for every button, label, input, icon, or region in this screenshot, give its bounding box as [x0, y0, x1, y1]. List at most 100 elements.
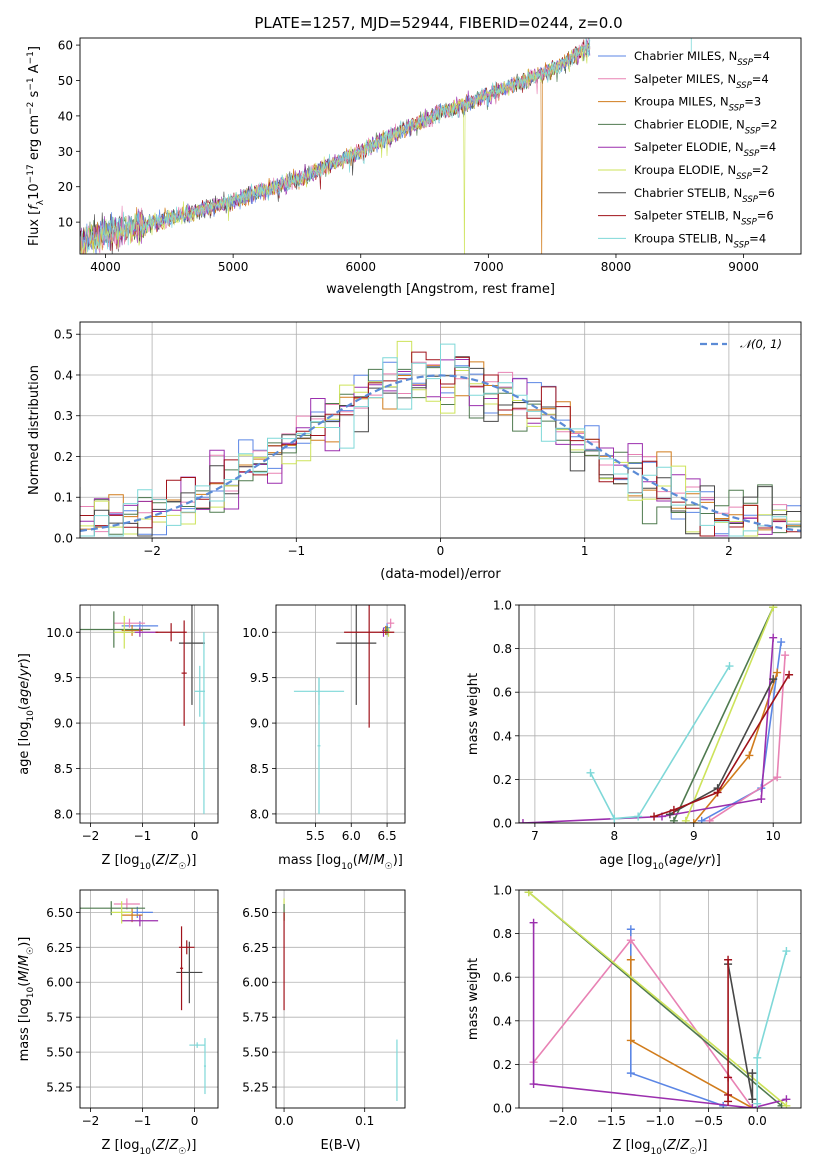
axes-frame-age_vs_mass	[275, 604, 406, 824]
y-tick-label: 0.3	[54, 409, 73, 423]
label-part: mass [log	[278, 853, 341, 868]
legend-sub: SSP	[729, 104, 745, 114]
weight-marker	[769, 633, 778, 642]
y-tick-label: 0.2	[493, 1058, 512, 1072]
y-tick-label: 40	[58, 109, 73, 123]
label-part: /	[17, 676, 32, 681]
y-tick-label: 30	[58, 145, 73, 159]
y-tick-label: 10.0	[46, 626, 73, 640]
weight-marker	[745, 751, 754, 760]
legend-nssp: , N	[726, 186, 742, 200]
label-part: Z [log	[102, 1138, 140, 1153]
legend-eq: =	[752, 72, 762, 86]
weight-marker	[713, 788, 722, 797]
label-part: Z [log	[102, 853, 140, 868]
errorbar-point	[121, 915, 159, 927]
histogram-kroupa-stelib	[80, 343, 801, 537]
y-tick-label: 20	[58, 180, 73, 194]
label-part: ]	[27, 46, 42, 51]
label-part: erg cm	[27, 115, 42, 164]
x-tick-label: −1.0	[645, 1114, 674, 1128]
legend-n: 6	[768, 186, 775, 200]
x-tick-label: −1	[134, 1114, 152, 1128]
legend-entry: Salpeter MILES, NSSP=4	[634, 72, 769, 91]
y-tick-label: 9.5	[250, 671, 269, 685]
x-tick-label: 0	[191, 1114, 199, 1128]
legend-eq: =	[744, 95, 754, 109]
legend-n: 3	[754, 95, 761, 109]
label-part: yr	[697, 853, 713, 868]
legend-sub: SSP	[736, 81, 752, 91]
y-tick-label: 0.8	[493, 927, 512, 941]
x-tick-label: 6.0	[342, 829, 361, 843]
label-part: ☉	[385, 862, 393, 872]
label-part: M	[373, 853, 384, 868]
weight-marker	[681, 816, 690, 823]
legend-n: 4	[759, 231, 766, 245]
label-part: −2	[26, 102, 36, 115]
legend-name: Salpeter ELODIE	[634, 140, 728, 154]
axes-frame-weight_vs_Z	[518, 889, 802, 1109]
legend-eq: =	[749, 231, 759, 245]
legend-n: 6	[766, 209, 773, 223]
weight-marker	[773, 668, 782, 677]
x-tick-label: −0.5	[694, 1114, 723, 1128]
y-tick-label: 6.50	[242, 906, 269, 920]
y-tick-label: 6.00	[46, 976, 73, 990]
legend-entry: Chabrier STELIB, NSSP=6	[634, 186, 775, 205]
legend-nssp: , N	[720, 163, 736, 177]
label-part: (	[151, 853, 156, 868]
legend-nssp: , N	[720, 72, 736, 86]
label-part: ☉	[178, 1147, 186, 1157]
legend-nssp: , N	[721, 49, 737, 63]
x-axis-label: E(B-V)	[320, 1138, 360, 1153]
weight-marker	[524, 890, 533, 897]
weight-marker	[769, 605, 778, 612]
legend-nssp: , N	[713, 95, 729, 109]
x-tick-label: −1.5	[597, 1114, 626, 1128]
y-tick-label: 0.0	[493, 817, 512, 831]
axes-frame-mass_vs_ebv	[275, 889, 406, 1109]
weight-line-chabrier-elodie	[673, 606, 774, 822]
y-tick-label: 5.75	[242, 1011, 269, 1025]
errorbars-mass_vs_Z	[80, 898, 207, 1095]
legend-eq: =	[752, 163, 762, 177]
errorbar-point	[201, 632, 207, 814]
label-part: M	[17, 970, 32, 981]
weight-marker	[748, 1069, 757, 1078]
chart-title: PLATE=1257, MJD=52944, FIBERID=0244, z=0…	[254, 14, 622, 32]
weight-lines-weight_vs_Z	[524, 890, 791, 1108]
x-tick-label: 10	[766, 829, 781, 843]
label-part: )]	[17, 937, 32, 947]
errorbar-point	[111, 901, 133, 924]
y-tick-label: 8.5	[250, 762, 269, 776]
weight-marker	[626, 936, 635, 945]
legend-sub: SSP	[744, 149, 760, 159]
y-tick-label: 1.0	[493, 599, 512, 613]
weight-marker	[610, 814, 619, 823]
x-tick-label: 0.0	[275, 1114, 294, 1128]
errorbar-point	[121, 908, 143, 923]
axes-mass_vs_Z: −2 −1 0 5.25 5.50 5.75 6.00 6.25 6.50	[46, 890, 218, 1128]
weight-marker	[753, 1099, 762, 1108]
y-tick-label: 9.0	[250, 717, 269, 731]
label-part: (	[17, 982, 32, 987]
x-tick-label: 5000	[218, 260, 249, 274]
legend-sub: SSP	[737, 58, 753, 68]
weight-line-kroupa-stelib	[589, 665, 731, 820]
legend-n: 4	[763, 49, 770, 63]
weight-marker	[650, 812, 659, 821]
x-tick-label: −2	[82, 1114, 100, 1128]
legend-sub: SSP	[736, 172, 752, 182]
legend-entry: Chabrier MILES, NSSP=4	[634, 49, 770, 68]
y-tick-label: 0.5	[54, 328, 73, 342]
errorbar-point	[189, 1042, 205, 1048]
label-part: −17	[26, 164, 36, 183]
axes-spectrum: 4000 5000 6000 7000 8000 9000 10 20 30 40 50 60	[58, 39, 759, 274]
legend-sub: SSP	[741, 218, 757, 228]
weight-marker	[748, 1095, 757, 1104]
legend-entry: Kroupa ELODIE, NSSP=2	[634, 163, 769, 182]
label-part: )]	[17, 653, 32, 663]
weight-lines-weight_vs_age	[519, 605, 794, 823]
weight-line-salpeter-stelib	[653, 674, 790, 818]
